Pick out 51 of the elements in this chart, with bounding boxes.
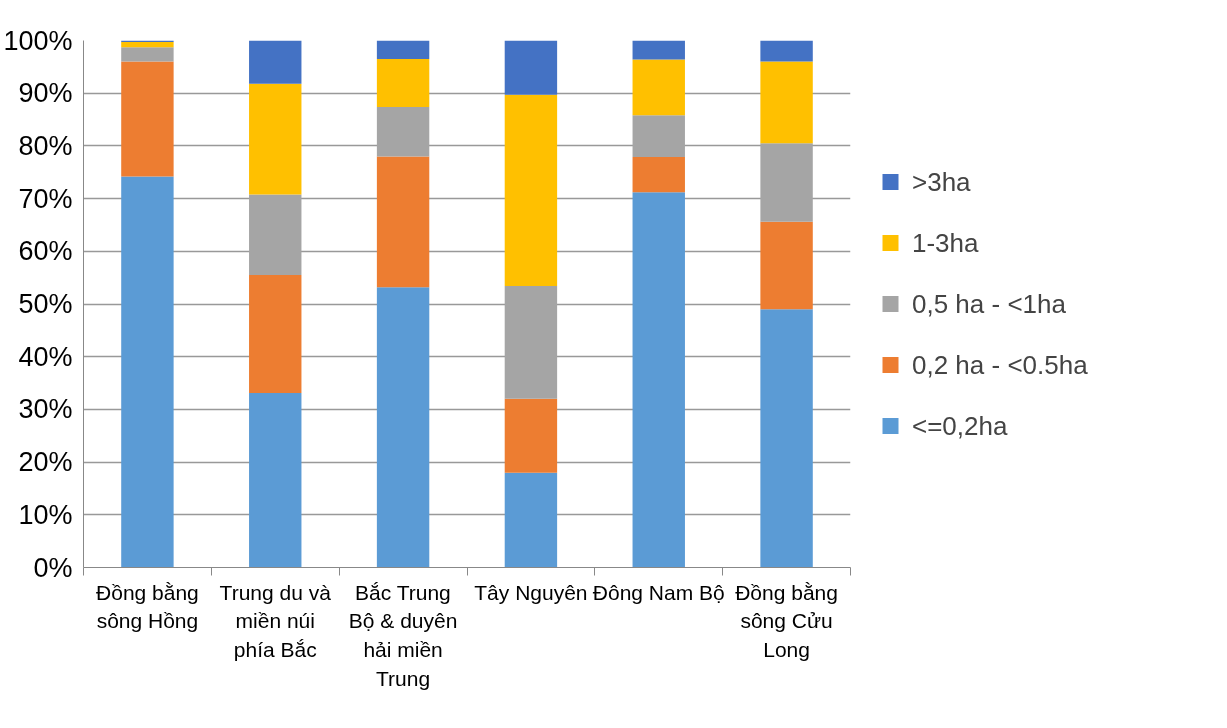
- bar: [121, 176, 174, 568]
- bar: [632, 59, 685, 116]
- x-tick-label: Đông Nam Bộ: [592, 580, 725, 604]
- bar: [376, 156, 430, 288]
- bar: [249, 194, 302, 276]
- bar: [760, 309, 813, 568]
- bar: [376, 40, 430, 59]
- bar: [249, 275, 302, 394]
- bar: [376, 287, 430, 568]
- y-tick-label: 10%: [18, 499, 73, 530]
- bar: [504, 40, 558, 95]
- bar: [760, 40, 813, 62]
- bar: [504, 472, 558, 568]
- bar: [632, 40, 685, 60]
- bar: [504, 286, 558, 399]
- y-tick-label: 50%: [18, 289, 73, 319]
- bar: [249, 393, 302, 568]
- y-tick-label: 70%: [18, 183, 73, 214]
- legend-label: 0,2 ha - <0.5ha: [912, 349, 1088, 380]
- bar: [249, 40, 302, 84]
- bar: [760, 143, 813, 222]
- bar: [760, 61, 813, 144]
- y-tick-label: 30%: [18, 394, 73, 425]
- x-tick-label: Tây Nguyên: [474, 580, 588, 604]
- legend-label: >3ha: [912, 166, 971, 197]
- x-tick-label: Bắc Trung Bộ & duyên hải miền Trung: [348, 580, 458, 690]
- bar: [632, 115, 685, 157]
- bar: [121, 47, 174, 62]
- bar: [121, 42, 174, 48]
- y-tick-label: 100%: [3, 25, 73, 56]
- bar: [504, 398, 558, 473]
- x-tick-label: Đồng bằng sông Hồng: [96, 580, 199, 633]
- legend-label: 0,5 ha - <1ha: [912, 288, 1066, 319]
- y-tick-label: 60%: [18, 236, 73, 267]
- bar: [376, 58, 430, 107]
- legend-label: 1-3ha: [912, 227, 979, 258]
- y-tick-label: 20%: [18, 447, 73, 478]
- legend-label: <=0,2ha: [912, 410, 1008, 441]
- x-tick-label: Đồng bằng sông Cửu Long: [735, 580, 838, 661]
- bar: [632, 156, 685, 193]
- bar: [376, 106, 430, 157]
- y-tick-label: 40%: [18, 341, 73, 372]
- bar: [121, 61, 174, 177]
- y-tick-label: 80%: [18, 130, 73, 161]
- bar: [249, 83, 302, 195]
- y-tick-label: 0%: [33, 552, 73, 583]
- bar: [504, 94, 558, 287]
- bar: [632, 192, 685, 568]
- bar: [760, 221, 813, 310]
- x-tick-label: Trung du và miền núi phía Bắc: [219, 580, 332, 661]
- y-tick-label: 90%: [18, 78, 73, 109]
